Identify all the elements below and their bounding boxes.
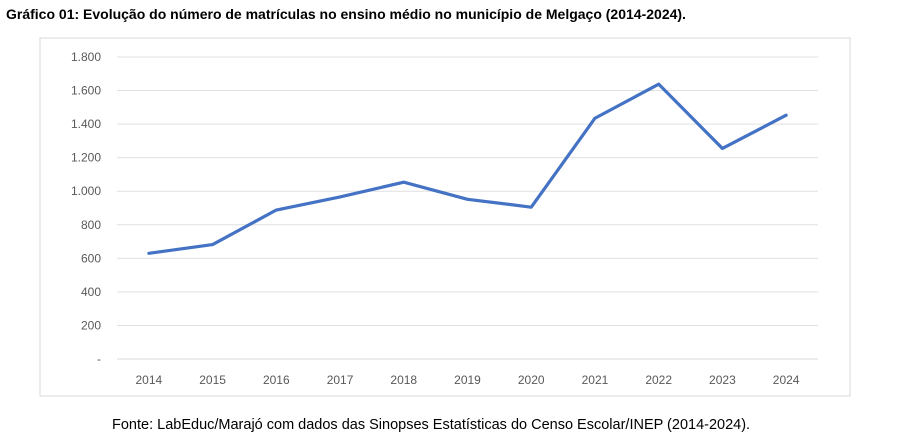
x-tick-label: 2016 (263, 373, 290, 387)
y-tick-label: 1.400 (71, 117, 101, 131)
y-tick-label: 1.600 (71, 84, 101, 98)
x-tick-label: 2023 (709, 373, 736, 387)
source-note: Fonte: LabEduc/Marajó com dados das Sino… (112, 417, 751, 433)
x-tick-label: 2019 (454, 373, 481, 387)
chart-border (39, 37, 851, 397)
x-tick-label: 2021 (582, 373, 609, 387)
x-tick-label: 2015 (199, 373, 226, 387)
x-tick-label: 2020 (518, 373, 545, 387)
y-tick-label: 1.000 (71, 184, 101, 198)
x-tick-label: 2017 (327, 373, 354, 387)
y-tick-label: - (97, 352, 101, 366)
y-tick-label: 200 (81, 318, 101, 332)
x-tick-label: 2024 (773, 373, 800, 387)
y-tick-label: 400 (81, 285, 101, 299)
y-tick-label: 800 (81, 218, 101, 232)
x-tick-label: 2022 (645, 373, 672, 387)
series-line (147, 82, 788, 255)
x-tick-label: 2018 (390, 373, 417, 387)
chart-title: Gráfico 01: Evolução do número de matríc… (6, 6, 686, 22)
y-tick-label: 1.200 (71, 151, 101, 165)
x-tick-label: 2014 (136, 373, 163, 387)
y-tick-label: 600 (81, 251, 101, 265)
y-tick-label: 1.800 (71, 50, 101, 64)
